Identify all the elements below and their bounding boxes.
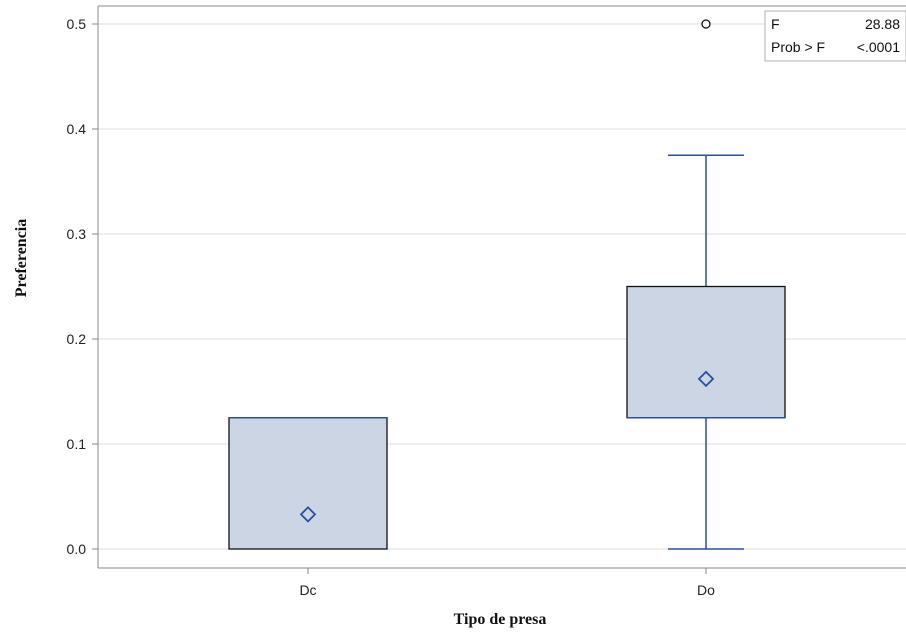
- stat-prob-label: Prob > F: [771, 39, 825, 55]
- stats-box-frame: [764, 10, 906, 62]
- y-tick-label: 0.2: [67, 331, 87, 347]
- outlier-point: [701, 19, 711, 29]
- y-tick-label: 0.1: [67, 436, 87, 452]
- mean-marker: [697, 370, 715, 388]
- x-tick-label: Dc: [299, 582, 316, 598]
- x-axis-title: Tipo de presa: [454, 611, 547, 628]
- stats-box: F 28.88 Prob > F <.0001: [764, 10, 906, 62]
- stat-f-value: 28.88: [865, 16, 900, 32]
- iqr-box: [626, 285, 786, 419]
- boxes: [228, 19, 786, 550]
- y-tick-label: 0.3: [67, 226, 87, 242]
- y-axis-title: Preferencia: [13, 219, 30, 297]
- y-tick-label: 0.5: [67, 16, 87, 32]
- x-tick-label: Do: [697, 582, 715, 598]
- stat-f-label: F: [771, 16, 780, 32]
- mean-marker: [299, 506, 317, 523]
- box-Dc: [228, 417, 388, 550]
- y-tick-label: 0.4: [67, 121, 87, 137]
- iqr-box: [228, 417, 388, 550]
- y-tick-label: 0.0: [67, 541, 87, 557]
- axes: 0.0 0.1 0.2 0.3 0.4 0.5 Dc Do: [67, 5, 906, 598]
- box-Do: [626, 19, 786, 550]
- stat-prob-value: <.0001: [857, 39, 900, 55]
